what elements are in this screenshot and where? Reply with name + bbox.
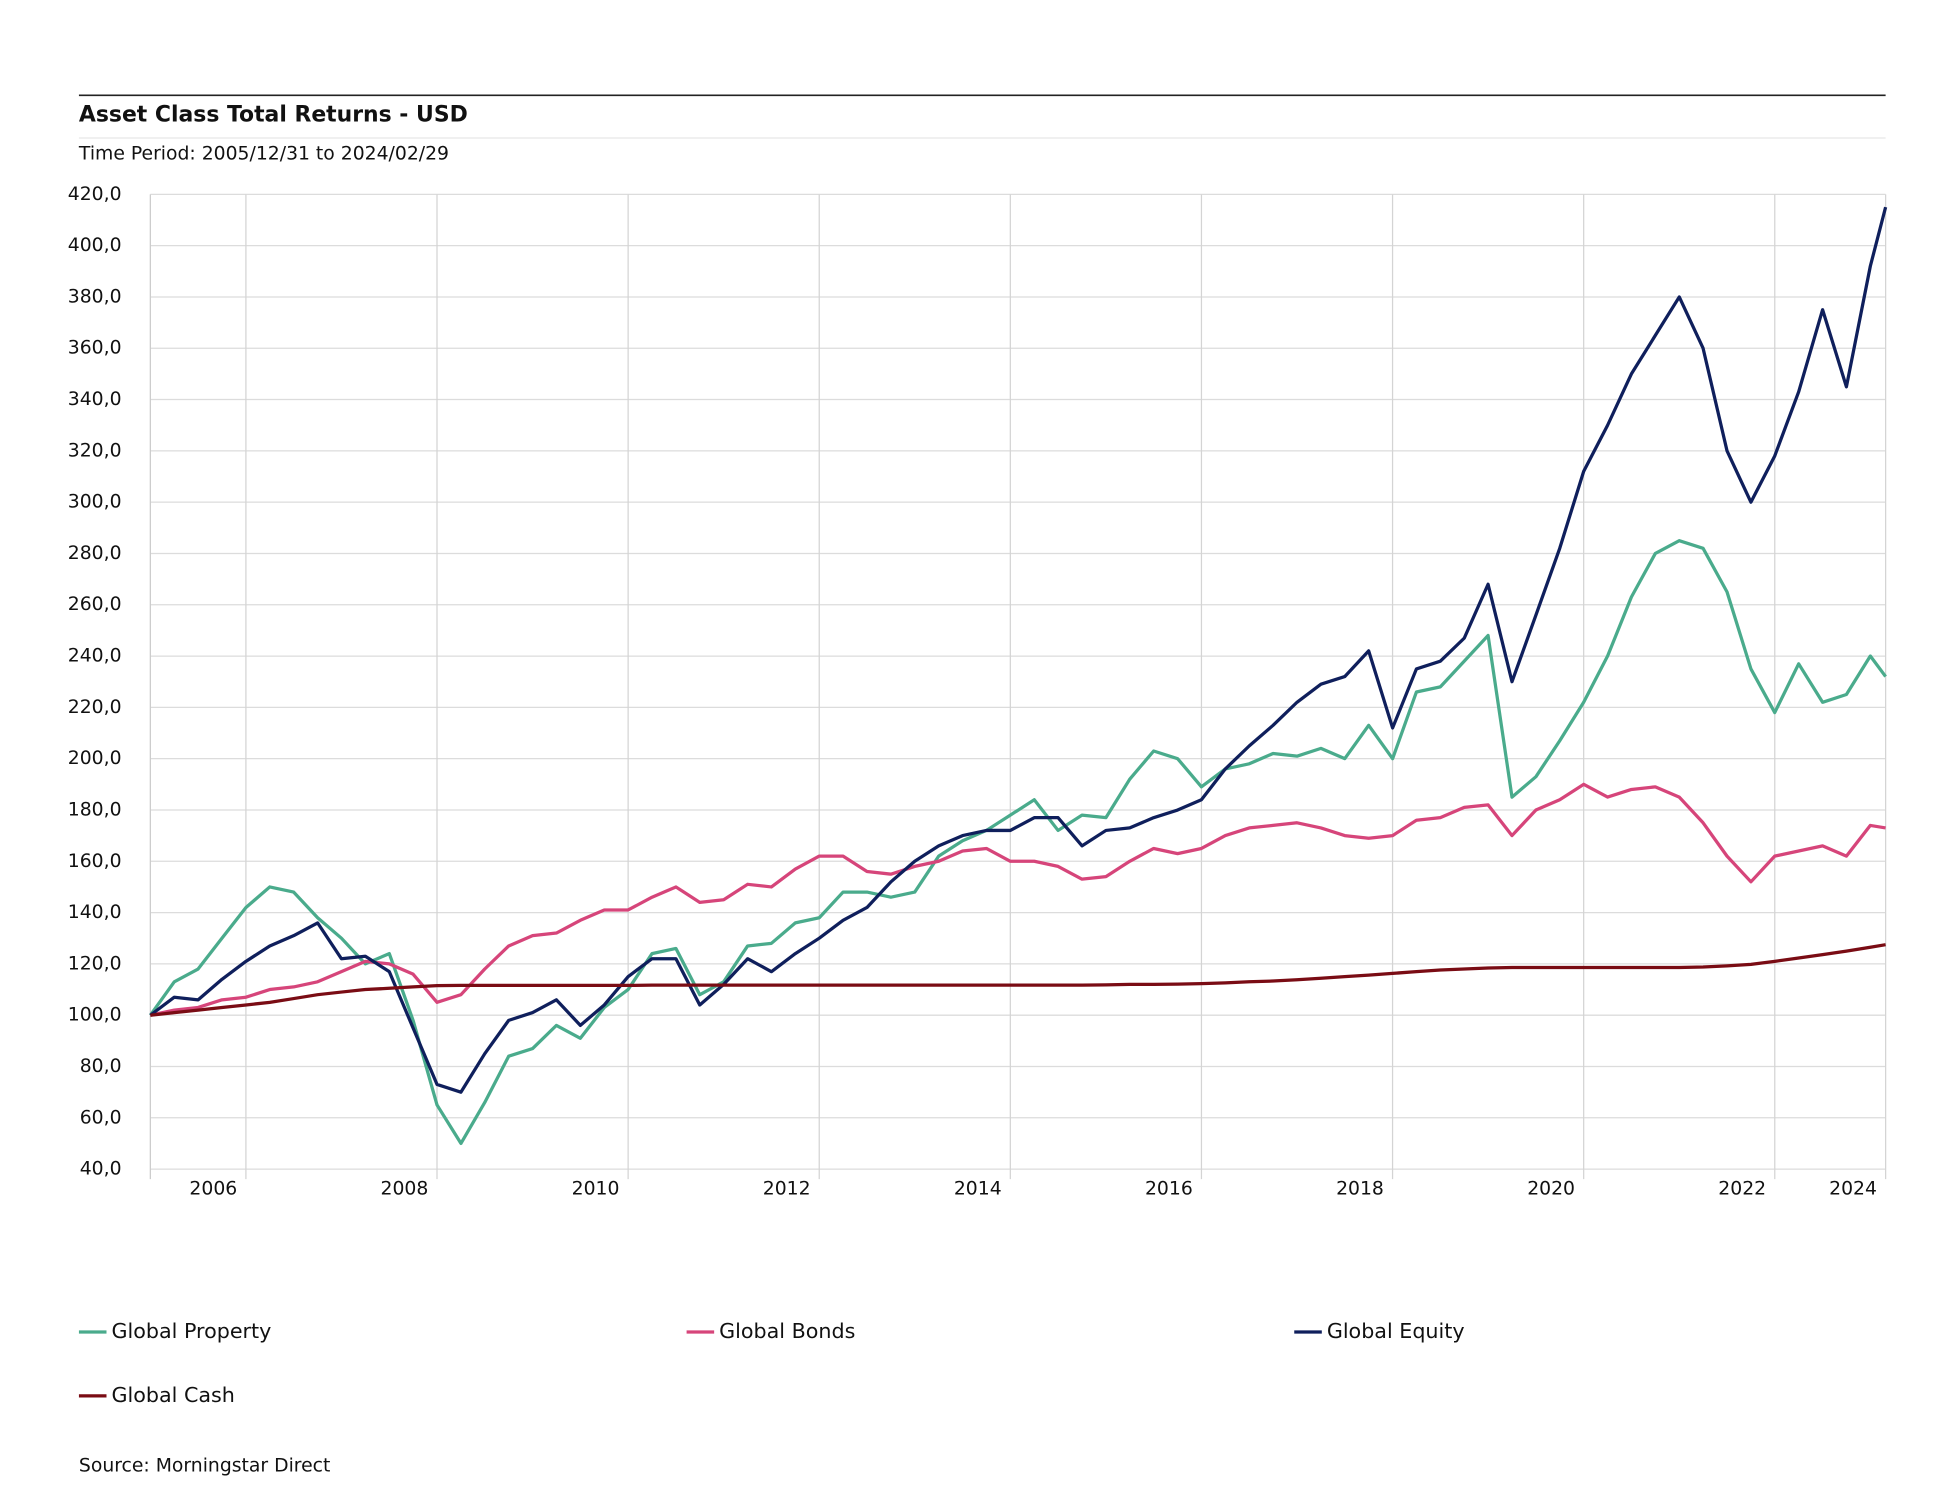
chart-title: Asset Class Total Returns - USD — [79, 102, 468, 127]
legend-label: Global Bonds — [719, 1319, 855, 1343]
y-tick-label: 360,0 — [68, 338, 122, 359]
series-line — [150, 782, 1886, 1017]
x-tick-label: 2006 — [189, 1179, 237, 1200]
y-tick-label: 160,0 — [68, 851, 122, 872]
y-tick-label: 260,0 — [68, 594, 122, 615]
x-tick-label: 2016 — [1145, 1179, 1193, 1200]
y-tick-label: 240,0 — [68, 646, 122, 667]
series-line — [150, 943, 1886, 1017]
x-tick-label: 2018 — [1336, 1179, 1384, 1200]
x-tick-label: 2022 — [1718, 1179, 1766, 1200]
chart-subtitle: Time Period: 2005/12/31 to 2024/02/29 — [78, 144, 449, 165]
x-tick-label: 2008 — [381, 1179, 429, 1200]
y-tick-label: 400,0 — [68, 235, 122, 256]
y-tick-label: 80,0 — [80, 1056, 122, 1077]
y-tick-label: 60,0 — [80, 1107, 122, 1128]
series-line — [149, 539, 1887, 1146]
y-tick-label: 40,0 — [80, 1159, 122, 1180]
x-tick-label: 2010 — [572, 1179, 620, 1200]
source-note: Source: Morningstar Direct — [79, 1456, 330, 1477]
x-tick-label: 2024 — [1829, 1179, 1877, 1200]
series-line — [149, 206, 1888, 1094]
y-tick-label: 420,0 — [68, 184, 122, 205]
legend-label: Global Equity — [1327, 1319, 1465, 1343]
y-tick-label: 340,0 — [68, 389, 122, 410]
y-tick-label: 200,0 — [68, 748, 122, 769]
y-tick-label: 300,0 — [68, 492, 122, 513]
y-tick-label: 180,0 — [68, 799, 122, 820]
y-tick-label: 120,0 — [68, 953, 122, 974]
legend-label: Global Cash — [112, 1383, 235, 1407]
y-tick-label: 100,0 — [68, 1005, 122, 1026]
legend-label: Global Property — [112, 1319, 272, 1343]
y-tick-label: 140,0 — [68, 902, 122, 923]
x-tick-label: 2012 — [763, 1179, 811, 1200]
x-tick-label: 2020 — [1527, 1179, 1575, 1200]
y-tick-label: 380,0 — [68, 286, 122, 307]
y-tick-label: 320,0 — [68, 440, 122, 461]
y-tick-label: 280,0 — [68, 543, 122, 564]
y-tick-label: 220,0 — [68, 697, 122, 718]
x-tick-label: 2014 — [954, 1179, 1002, 1200]
